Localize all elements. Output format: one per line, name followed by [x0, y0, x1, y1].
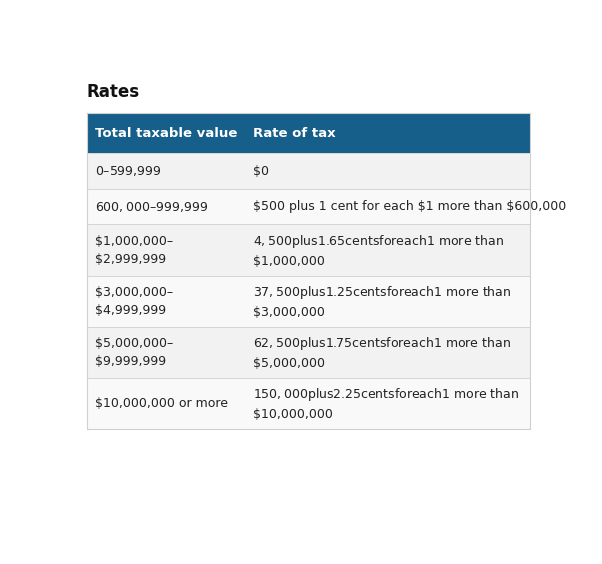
Bar	[87, 327, 530, 378]
Text: $1,000,000–
$2,999,999: $1,000,000– $2,999,999	[95, 235, 173, 266]
Bar	[87, 224, 530, 276]
Text: $37,500 plus 1.25 cents for each $1 more than
$3,000,000: $37,500 plus 1.25 cents for each $1 more…	[253, 284, 511, 319]
Text: $3,000,000–
$4,999,999: $3,000,000– $4,999,999	[95, 286, 173, 317]
Text: $4,500 plus 1.65 cents for each $1 more than
$1,000,000: $4,500 plus 1.65 cents for each $1 more …	[253, 232, 504, 267]
Text: $10,000,000 or more: $10,000,000 or more	[95, 397, 228, 411]
Bar	[87, 378, 530, 429]
Bar	[87, 153, 530, 189]
Text: Total taxable value: Total taxable value	[95, 127, 238, 140]
Text: $0–$599,999: $0–$599,999	[95, 164, 161, 178]
Bar	[87, 189, 530, 224]
Text: $0: $0	[253, 165, 268, 178]
Text: Rate of tax: Rate of tax	[253, 127, 335, 140]
Text: $500 plus 1 cent for each $1 more than $600,000: $500 plus 1 cent for each $1 more than $…	[253, 200, 566, 213]
Text: $5,000,000–
$9,999,999: $5,000,000– $9,999,999	[95, 337, 173, 368]
Text: $600,000–$999,999: $600,000–$999,999	[95, 200, 208, 214]
Bar	[87, 113, 530, 153]
Bar	[87, 113, 530, 429]
Text: Rates: Rates	[87, 83, 140, 101]
Bar	[87, 276, 530, 327]
Text: $62,500 plus 1.75 cents for each $1 more than
$5,000,000: $62,500 plus 1.75 cents for each $1 more…	[253, 335, 510, 370]
Text: $150,000 plus 2.25 cents for each $1 more than
$10,000,000: $150,000 plus 2.25 cents for each $1 mor…	[253, 386, 519, 421]
